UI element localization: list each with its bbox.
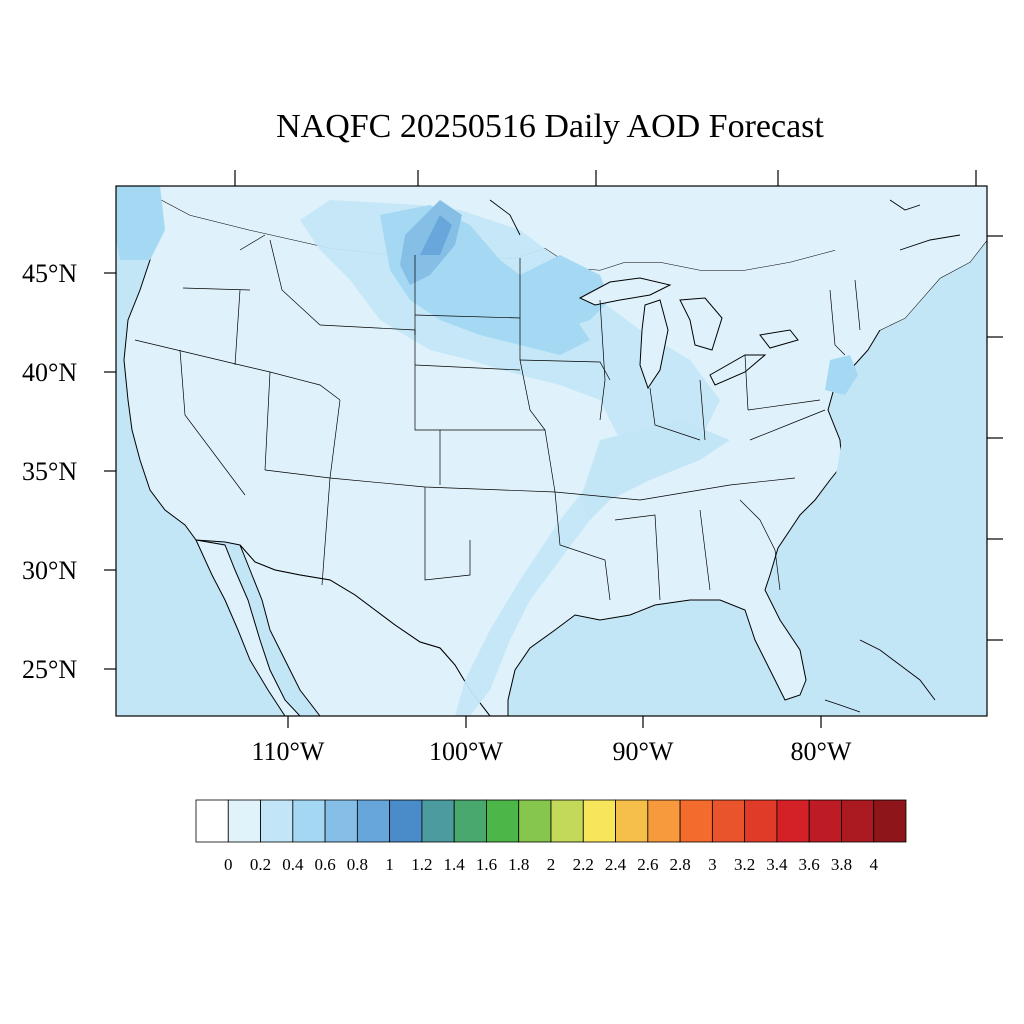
plains-plume-band bbox=[300, 200, 720, 716]
colorbar-swatch-0 bbox=[195, 799, 229, 843]
colorbar-label-13: 2.6 bbox=[637, 855, 658, 874]
colorbar-swatch-7 bbox=[421, 799, 455, 843]
colorbar-label-16: 3.2 bbox=[734, 855, 755, 874]
colorbar-swatch-3 bbox=[292, 799, 326, 843]
lon-label-110w: 110°W bbox=[252, 737, 325, 766]
colorbar-swatch-20 bbox=[841, 799, 875, 843]
colorbar-swatch-5 bbox=[356, 799, 391, 843]
colorbar-swatch-14 bbox=[647, 799, 681, 843]
colorbar-label-5: 1 bbox=[385, 855, 394, 874]
colorbar-swatch-8 bbox=[453, 799, 487, 843]
colorbar-label-11: 2.2 bbox=[573, 855, 594, 874]
northeast-plume bbox=[825, 355, 858, 395]
colorbar-label-6: 1.2 bbox=[411, 855, 432, 874]
colorbar-label-3: 0.6 bbox=[314, 855, 335, 874]
colorbar-swatch-4 bbox=[324, 799, 358, 843]
colorbar-label-9: 1.8 bbox=[508, 855, 529, 874]
colorbar-swatch-12 bbox=[582, 799, 616, 843]
colorbar-swatch-21 bbox=[873, 799, 907, 843]
colorbar-swatch-15 bbox=[679, 799, 713, 843]
pacific-nw-plume bbox=[116, 186, 165, 260]
lon-label-80w: 80°W bbox=[791, 737, 852, 766]
colorbar-label-7: 1.4 bbox=[444, 855, 466, 874]
great-lakes-plume bbox=[520, 255, 610, 330]
colorbar-label-15: 3 bbox=[708, 855, 717, 874]
state-boundaries bbox=[134, 234, 861, 601]
colorbar-label-8: 1.6 bbox=[476, 855, 497, 874]
colorbar-label-1: 0.2 bbox=[250, 855, 271, 874]
colorbar-swatch-9 bbox=[486, 799, 520, 843]
colorbar-swatch-19 bbox=[808, 799, 842, 843]
colorbar-swatch-6 bbox=[389, 799, 423, 843]
gulf-coast-plume bbox=[580, 420, 730, 520]
map-frame bbox=[115, 185, 988, 717]
colorbar-swatch-17 bbox=[744, 799, 778, 843]
colorbar-swatch-16 bbox=[711, 799, 746, 843]
coastline-islands bbox=[489, 199, 961, 713]
colorbar-label-4: 0.8 bbox=[347, 855, 368, 874]
great-lakes bbox=[578, 277, 799, 390]
colorbar-labels: 0 0.2 0.4 0.6 0.8 1 1.2 1.4 1.6 1.8 2 2.2 2.4 2.6 2.8 3… bbox=[224, 855, 878, 874]
colorbar bbox=[195, 799, 907, 843]
lat-label-35n: 35°N bbox=[22, 457, 77, 486]
lon-label-100w: 100°W bbox=[429, 737, 503, 766]
lake-superior bbox=[578, 277, 672, 306]
lake-erie bbox=[709, 354, 767, 386]
plains-plume-darkest bbox=[420, 215, 452, 255]
colorbar-swatch-13 bbox=[615, 799, 649, 843]
colorbar-swatch-18 bbox=[776, 799, 810, 843]
map-title: NAQFC 20250516 Daily AOD Forecast bbox=[276, 108, 824, 145]
land-baja bbox=[195, 539, 301, 716]
colorbar-label-18: 3.6 bbox=[799, 855, 820, 874]
map-ticks bbox=[104, 170, 1003, 728]
atlantic-plume bbox=[828, 345, 955, 550]
lat-label-30n: 30°N bbox=[22, 556, 77, 585]
colorbar-swatch-2 bbox=[260, 799, 294, 843]
colorbar-swatch-11 bbox=[550, 799, 584, 843]
lat-label-40n: 40°N bbox=[22, 358, 77, 387]
colorbar-label-19: 3.8 bbox=[831, 855, 852, 874]
lat-label-25n: 25°N bbox=[22, 655, 77, 684]
longitude-labels: 110°W 100°W 90°W 80°W bbox=[252, 737, 852, 766]
lon-label-90w: 90°W bbox=[613, 737, 674, 766]
lake-michigan bbox=[639, 299, 669, 390]
colorbar-label-2: 0.4 bbox=[282, 855, 304, 874]
colorbar-label-20: 4 bbox=[869, 855, 878, 874]
lat-label-45n: 45°N bbox=[22, 259, 77, 288]
colorbar-label-0: 0 bbox=[224, 855, 233, 874]
map-panel bbox=[116, 186, 987, 716]
colorbar-label-14: 2.8 bbox=[669, 855, 690, 874]
lake-huron bbox=[679, 297, 723, 351]
colorbar-swatch-1 bbox=[227, 799, 261, 843]
lake-ontario bbox=[759, 329, 799, 349]
colorbar-label-17: 3.4 bbox=[766, 855, 788, 874]
land-mexico bbox=[239, 544, 491, 716]
latitude-labels: 45°N 40°N 35°N 30°N 25°N bbox=[22, 259, 77, 684]
colorbar-swatch-10 bbox=[518, 799, 552, 843]
colorbar-label-10: 2 bbox=[547, 855, 556, 874]
colorbar-label-12: 2.4 bbox=[605, 855, 627, 874]
